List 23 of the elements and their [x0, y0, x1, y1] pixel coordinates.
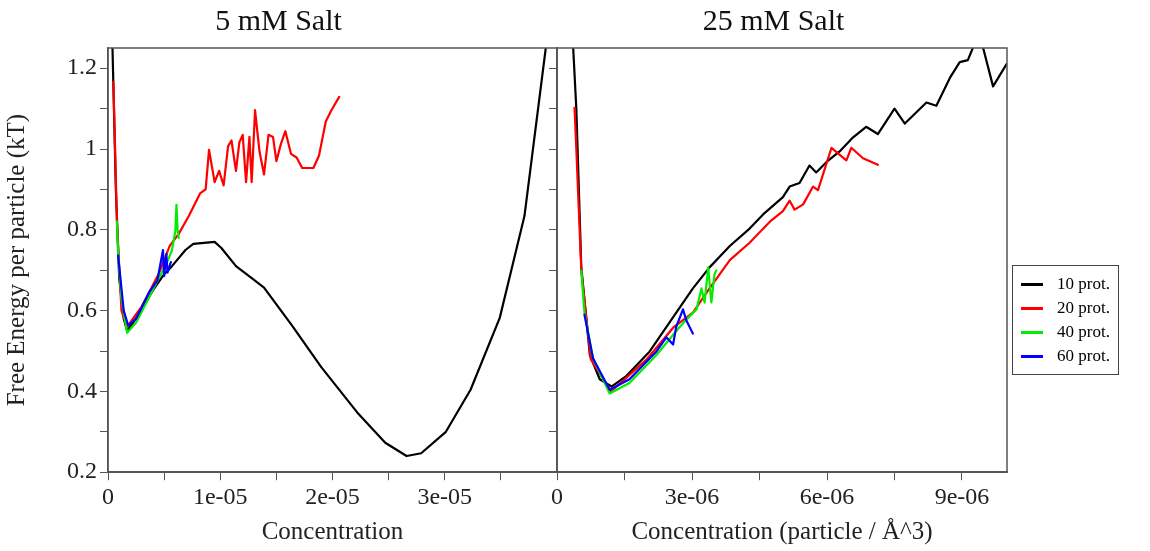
x-axis-title: Concentration: [261, 516, 404, 544]
y-tick-label: 0.2: [67, 457, 97, 484]
x-tick-label: 3e-05: [417, 482, 473, 509]
x-tick-label: 1e-05: [192, 482, 248, 509]
legend-label: 60 prot.: [1057, 346, 1110, 366]
x-tick-label: 6e-06: [799, 482, 855, 509]
legend-label: 20 prot.: [1057, 298, 1110, 318]
chart-title: 5 mM Salt: [215, 2, 343, 36]
y-tick-label: 0.8: [67, 215, 97, 242]
x-tick-label: 0: [551, 482, 563, 509]
y-tick-label: 1.2: [67, 53, 97, 80]
y-tick-label: 1: [85, 134, 97, 161]
y-tick-label: 0.6: [67, 295, 97, 322]
x-tick-label: 9e-06: [934, 482, 990, 509]
x-tick-label: 2e-05: [305, 482, 360, 509]
legend-label: 10 prot.: [1057, 274, 1110, 294]
y-tick-label: 0.4: [67, 376, 97, 403]
x-tick-label: 0: [102, 482, 114, 509]
chart-title: 25 mM Salt: [702, 2, 845, 36]
x-tick-label: 3e-06: [664, 482, 720, 509]
x-axis-title: Concentration (particle / Å^3): [631, 516, 933, 545]
legend-label: 40 prot.: [1057, 322, 1110, 342]
y-axis-title: Free Energy per particle (kT): [1, 113, 30, 407]
